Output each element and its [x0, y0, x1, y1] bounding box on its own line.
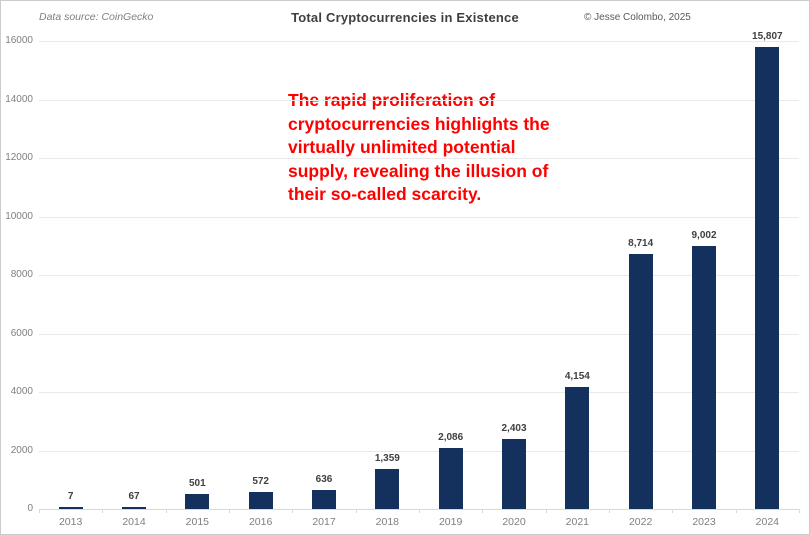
x-axis-tick	[229, 509, 230, 513]
x-axis-tick	[39, 509, 40, 513]
annotation-text: The rapid proliferation of cryptocurrenc…	[288, 90, 550, 204]
x-axis-tick	[545, 509, 547, 513]
bar-value-label: 2,086	[438, 432, 464, 443]
x-axis-category-label: 2023	[692, 516, 716, 528]
bar-value-label: 9,002	[691, 230, 717, 241]
gridline	[39, 158, 799, 159]
x-axis-category-label: 2022	[628, 516, 653, 528]
x-axis-category-label: 2018	[375, 516, 399, 528]
x-axis-tick	[799, 509, 800, 513]
gridline	[39, 99, 799, 101]
x-axis-category-label: 2024	[755, 516, 779, 528]
bar-value-label: 7	[67, 491, 74, 502]
y-axis-tick-label: 12000	[5, 152, 33, 163]
bar-value-label: 4,154	[564, 371, 590, 382]
y-axis-tick-label: 2000	[10, 444, 33, 456]
bar-value-label: 501	[188, 478, 206, 489]
x-axis-tick	[482, 509, 484, 513]
gridline	[39, 392, 799, 393]
bar-2015	[185, 494, 210, 509]
y-axis-tick-label: 16000	[5, 35, 33, 46]
gridline	[39, 41, 799, 42]
bar-value-label: 67	[128, 491, 140, 502]
bar-2020	[502, 439, 526, 509]
x-axis-category-label: 2014	[122, 516, 146, 528]
bar-2016	[248, 492, 273, 509]
x-axis-tick	[419, 509, 420, 513]
x-axis-category-label: 2020	[502, 516, 526, 528]
y-axis-tick-label: 8000	[10, 269, 33, 280]
gridline	[39, 275, 799, 276]
y-axis-tick-label: 6000	[10, 327, 33, 339]
x-axis-category-label: 2019	[438, 516, 463, 528]
bar-2017	[312, 490, 336, 509]
gridline	[39, 216, 799, 218]
x-axis-category-label: 2013	[58, 516, 83, 528]
y-axis-tick-label: 0	[27, 503, 33, 514]
x-axis-category-label: 2021	[565, 516, 589, 528]
bar-2024	[755, 47, 780, 509]
chart-title: Total Cryptocurrencies in Existence	[291, 10, 519, 25]
bar-value-label: 2,403	[501, 423, 527, 434]
gridline	[39, 333, 799, 335]
bar-2013	[58, 507, 83, 509]
x-axis-category-label: 2016	[248, 516, 273, 528]
y-axis-tick-label: 10000	[5, 210, 33, 222]
bar-2023	[692, 246, 716, 509]
x-axis-tick	[609, 509, 610, 513]
x-axis-tick	[165, 509, 167, 513]
x-axis-tick	[735, 509, 737, 513]
x-axis-category-label: 2015	[185, 516, 209, 528]
bar-2022	[628, 254, 653, 509]
copyright-label: © Jesse Colombo, 2025	[584, 12, 691, 23]
data-source-label: Data source: CoinGecko	[39, 11, 154, 23]
x-axis-tick	[672, 509, 674, 513]
bar-value-label: 8,714	[628, 238, 654, 249]
gridline	[39, 450, 799, 452]
bar-value-label: 636	[315, 474, 333, 485]
bar-2021	[565, 387, 590, 509]
x-axis-tick	[102, 509, 104, 513]
y-axis-tick-label: 4000	[10, 386, 33, 397]
bar-value-label: 572	[252, 476, 269, 487]
bar-2019	[438, 448, 463, 509]
bar-value-label: 1,359	[374, 453, 400, 464]
x-axis-tick	[355, 509, 357, 513]
y-axis-tick-label: 14000	[5, 93, 33, 105]
bar-2014	[122, 507, 146, 509]
bar-value-label: 15,807	[752, 31, 783, 42]
bar-2018	[375, 469, 400, 509]
x-axis-tick	[292, 509, 294, 513]
x-axis-category-label: 2017	[312, 516, 336, 528]
